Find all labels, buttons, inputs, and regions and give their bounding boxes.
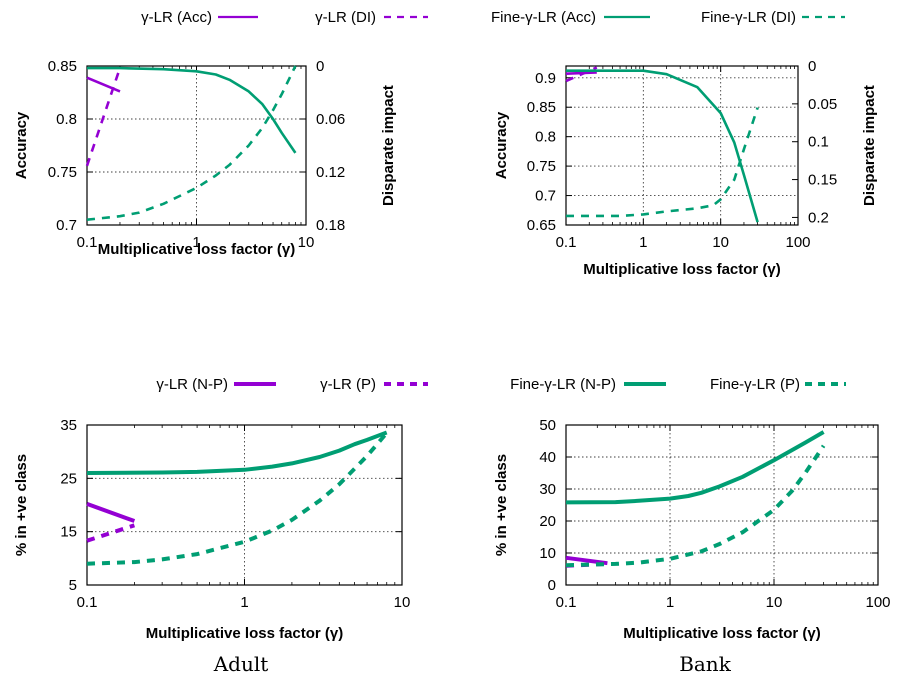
legend-top-label-2: γ-LR (DI) [315,9,376,26]
y2-tick-label: 0 [808,58,816,75]
x-axis-label: Multiplicative loss factor (γ) [98,241,296,258]
y-tick-label: 0.75 [527,158,556,175]
caption-bank: Bank [679,652,732,676]
y2-tick-label: 0.12 [316,164,345,181]
legend-top: γ-LR (Acc) γ-LR (DI) Fine-γ-LR (Acc) Fin… [141,9,845,26]
y-tick-label: 0 [548,577,556,594]
y-tick-label: 0.7 [56,217,77,234]
series-gamma-lr-p [86,523,136,543]
y-tick-label: 10 [539,545,556,562]
x-tick-label: 10 [766,594,783,611]
series-gamma-lr-di [565,66,598,83]
series-fine-gamma-lr-acc [87,66,297,154]
y2-tick-label: 0.2 [808,209,829,226]
series-fine-gamma-lr-acc [566,69,759,223]
x-tick-label: 100 [785,234,810,251]
y2-tick-label: 0.1 [808,134,829,151]
y-tick-label: 30 [539,481,556,498]
series-fine-gamma-lr-p [565,444,826,568]
y2-axis-label: Disparate impact [380,85,397,206]
legend-bottom-label-4: Fine-γ-LR (P) [710,376,800,393]
series-fine-gamma-lr-n-p [86,430,388,475]
x-tick-label: 0.1 [77,594,98,611]
legend-top-label-3: Fine-γ-LR (Acc) [491,9,596,26]
chart-bank-accuracy: 0.1 1 10 100 0.65 0.7 0.75 0.8 0.85 0.9 0 0.05 0.1 0.… [493,58,878,278]
y2-tick-label: 0.05 [808,96,837,113]
y-tick-label: 0.85 [527,99,556,116]
series-gamma-lr-acc [86,76,121,93]
y-tick-label: 0.65 [527,217,556,234]
y-tick-label: 0.9 [535,70,556,87]
x-axis-label: Multiplicative loss factor (γ) [583,261,781,278]
y-tick-label: 15 [60,524,77,541]
x-tick-label: 0.1 [556,594,577,611]
y-tick-label: 5 [69,577,77,594]
y-axis-label: % in +ve class [493,454,510,556]
series-fine-gamma-lr-di [566,107,759,218]
series-fine-gamma-lr-di [86,65,297,221]
caption-adult: Adult [213,652,269,676]
y-tick-label: 25 [60,470,77,487]
series-fine-gamma-lr-n-p [565,430,825,505]
x-tick-label: 100 [865,594,890,611]
x-tick-label: 10 [394,594,411,611]
y-tick-label: 0.85 [48,58,77,75]
plot-frame [565,424,879,586]
y-tick-label: 0.8 [535,129,556,146]
x-tick-label: 1 [192,234,200,251]
x-tick-label: 1 [666,594,674,611]
legend-top-label-4: Fine-γ-LR (DI) [701,9,796,26]
y2-axis-label: Disparate impact [861,85,878,206]
y-tick-label: 0.7 [535,188,556,205]
legend-bottom-label-1: γ-LR (N-P) [156,376,228,393]
x-axis-label: Multiplicative loss factor (γ) [146,625,344,642]
y-tick-label: 20 [539,513,556,530]
series-gamma-lr-di [85,67,122,167]
legend-bottom-label-3: Fine-γ-LR (N-P) [510,376,616,393]
y2-tick-label: 0 [316,58,324,75]
y2-tick-label: 0.18 [316,217,345,234]
chart-adult-accuracy: 0.1 1 10 0.7 0.75 0.8 0.85 0 0.06 0.12 0.18 Multipl… [13,58,397,258]
y-axis-label: % in +ve class [13,454,30,556]
x-tick-label: 10 [712,234,729,251]
x-tick-label: 0.1 [77,234,98,251]
chart-adult-positive-class: 0.1 1 10 5 15 25 35 Multiplicative loss factor … [13,417,410,642]
y-tick-label: 50 [539,417,556,434]
legend-top-label-1: γ-LR (Acc) [141,9,212,26]
y2-tick-label: 0.06 [316,111,345,128]
y-axis-label: Accuracy [493,111,510,179]
chart-bank-positive-class: 0.1 1 10 100 0 10 20 30 40 50 Multiplicative loss … [493,417,891,642]
y-tick-label: 0.75 [48,164,77,181]
x-tick-label: 1 [639,234,647,251]
x-tick-label: 0.1 [556,234,577,251]
y-tick-label: 35 [60,417,77,434]
plot-frame [565,65,799,226]
x-tick-label: 1 [240,594,248,611]
series-fine-gamma-lr-p [86,431,389,566]
series-gamma-lr-n-p [86,502,136,523]
y-axis-label: Accuracy [13,111,30,179]
x-axis-label: Multiplicative loss factor (γ) [623,625,821,642]
x-tick-label: 10 [298,234,315,251]
legend-bottom: γ-LR (N-P) γ-LR (P) Fine-γ-LR (N-P) Fine… [156,376,846,393]
plot-frame [86,65,307,226]
legend-bottom-label-2: γ-LR (P) [320,376,376,393]
y-tick-label: 40 [539,449,556,466]
y2-tick-label: 0.15 [808,172,837,189]
y-tick-label: 0.8 [56,111,77,128]
